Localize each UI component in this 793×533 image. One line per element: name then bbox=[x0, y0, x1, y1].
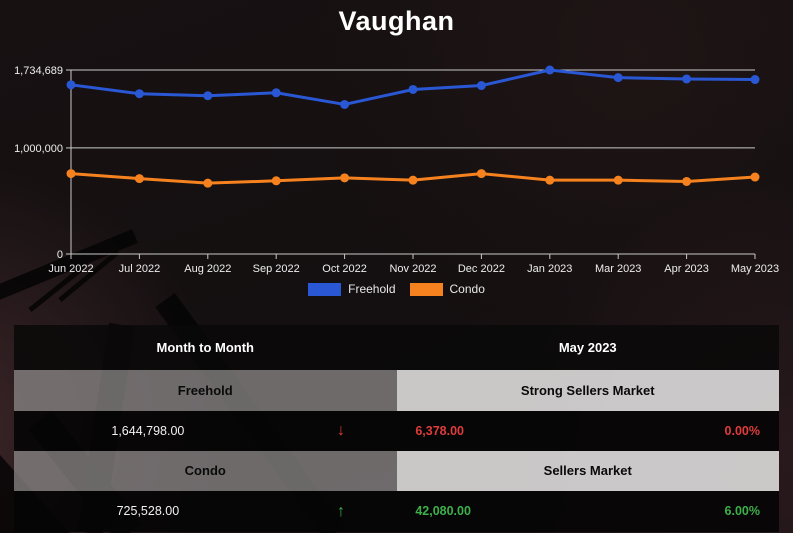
freehold-values-row: 1,644,798.00 ↓ 6,378.00 0.00% bbox=[14, 411, 779, 451]
legend-swatch-icon bbox=[308, 282, 342, 296]
legend-item-condo[interactable]: Condo bbox=[409, 282, 485, 296]
svg-text:Sep 2022: Sep 2022 bbox=[253, 263, 300, 275]
chart-legend: Freehold Condo bbox=[0, 282, 793, 296]
freehold-trend-down-icon: ↓ bbox=[337, 422, 346, 439]
svg-text:May 2023: May 2023 bbox=[731, 263, 779, 275]
freehold-market-status: Strong Sellers Market bbox=[396, 370, 779, 411]
svg-text:Nov 2022: Nov 2022 bbox=[389, 263, 436, 275]
condo-trend-up-icon: ↑ bbox=[337, 503, 346, 520]
legend-item-freehold[interactable]: Freehold bbox=[308, 282, 396, 296]
svg-text:Dec 2022: Dec 2022 bbox=[458, 263, 505, 275]
legend-label: Condo bbox=[449, 282, 485, 296]
freehold-change-amount: 6,378.00 bbox=[415, 424, 464, 438]
legend-swatch-icon bbox=[409, 282, 443, 296]
condo-values-row: 725,528.00 ↑ 42,080.00 6.00% bbox=[14, 491, 779, 532]
condo-change-amount: 42,080.00 bbox=[415, 504, 471, 518]
freehold-label: Freehold bbox=[14, 370, 397, 411]
table-header-row: Month to Month May 2023 bbox=[14, 325, 779, 370]
condo-label: Condo bbox=[14, 451, 397, 491]
svg-text:Jan 2023: Jan 2023 bbox=[527, 263, 572, 275]
freehold-change-percent: 0.00% bbox=[724, 424, 760, 438]
condo-price: 725,528.00 bbox=[116, 504, 180, 518]
condo-market-status: Sellers Market bbox=[396, 451, 779, 491]
price-trend-chart: 0 1,000,000 1,734,689 Jun 2022 Jul 2022 Aug 2… bbox=[14, 65, 779, 275]
svg-text:Apr 2023: Apr 2023 bbox=[664, 263, 709, 275]
svg-text:0: 0 bbox=[57, 249, 63, 261]
market-summary-table: Month to Month May 2023 Freehold Strong … bbox=[14, 325, 779, 532]
condo-label-row: Condo Sellers Market bbox=[14, 451, 779, 491]
page-title: Vaughan bbox=[338, 6, 455, 36]
header-current-month: May 2023 bbox=[558, 340, 617, 355]
header-month-to-month: Month to Month bbox=[156, 340, 254, 355]
svg-text:Oct 2022: Oct 2022 bbox=[322, 263, 367, 275]
freehold-label-row: Freehold Strong Sellers Market bbox=[14, 370, 779, 411]
condo-change-percent: 6.00% bbox=[724, 504, 760, 518]
legend-label: Freehold bbox=[348, 282, 396, 296]
svg-text:Jun 2022: Jun 2022 bbox=[48, 263, 93, 275]
svg-text:Jul 2022: Jul 2022 bbox=[119, 263, 161, 275]
svg-text:1,000,000: 1,000,000 bbox=[14, 143, 63, 155]
svg-text:Aug 2022: Aug 2022 bbox=[184, 263, 231, 275]
svg-text:Mar 2023: Mar 2023 bbox=[595, 263, 641, 275]
freehold-price: 1,644,798.00 bbox=[111, 424, 185, 438]
svg-text:1,734,689: 1,734,689 bbox=[14, 65, 63, 77]
